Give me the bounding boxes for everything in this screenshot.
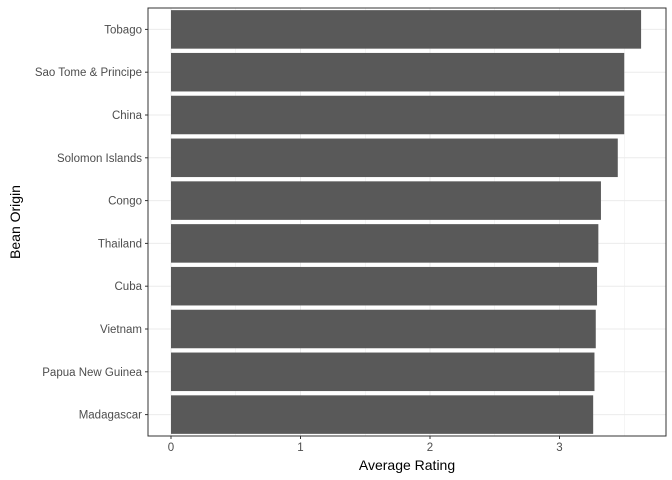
bar [171,266,598,306]
y-tick-label: Papua New Guinea [42,367,142,379]
x-tick-label: 3 [556,442,562,454]
bar [171,224,599,263]
panel-border [147,7,667,437]
bar [171,352,595,392]
bar [171,395,594,434]
y-tick-label: Thailand [98,238,142,250]
y-tick-label: Tobago [104,24,142,36]
bar [171,52,625,92]
bar [171,95,625,135]
y-tick-label: Vietnam [100,324,142,336]
x-axis: 0 1 2 3 [168,436,563,454]
y-tick-label: China [112,110,143,122]
x-tick-label: 2 [427,442,433,454]
y-tick-label: Sao Tome & Principe [35,67,142,79]
bars [171,10,642,434]
bar [171,181,601,220]
y-tick-label: Cuba [115,281,143,293]
bar [171,309,596,349]
x-tick-label: 0 [168,442,174,454]
y-tick-label: Congo [108,196,142,208]
bar [171,10,642,49]
bar [171,138,618,178]
x-tick-label: 1 [297,442,303,454]
y-axis-title: Bean Origin [7,185,23,259]
y-axis: Tobago Sao Tome & Principe China Solomon Is… [35,24,148,422]
y-tick-label: Madagascar [79,410,142,422]
y-tick-label: Solomon Islands [57,153,142,165]
x-axis-title: Average Rating [359,457,455,473]
